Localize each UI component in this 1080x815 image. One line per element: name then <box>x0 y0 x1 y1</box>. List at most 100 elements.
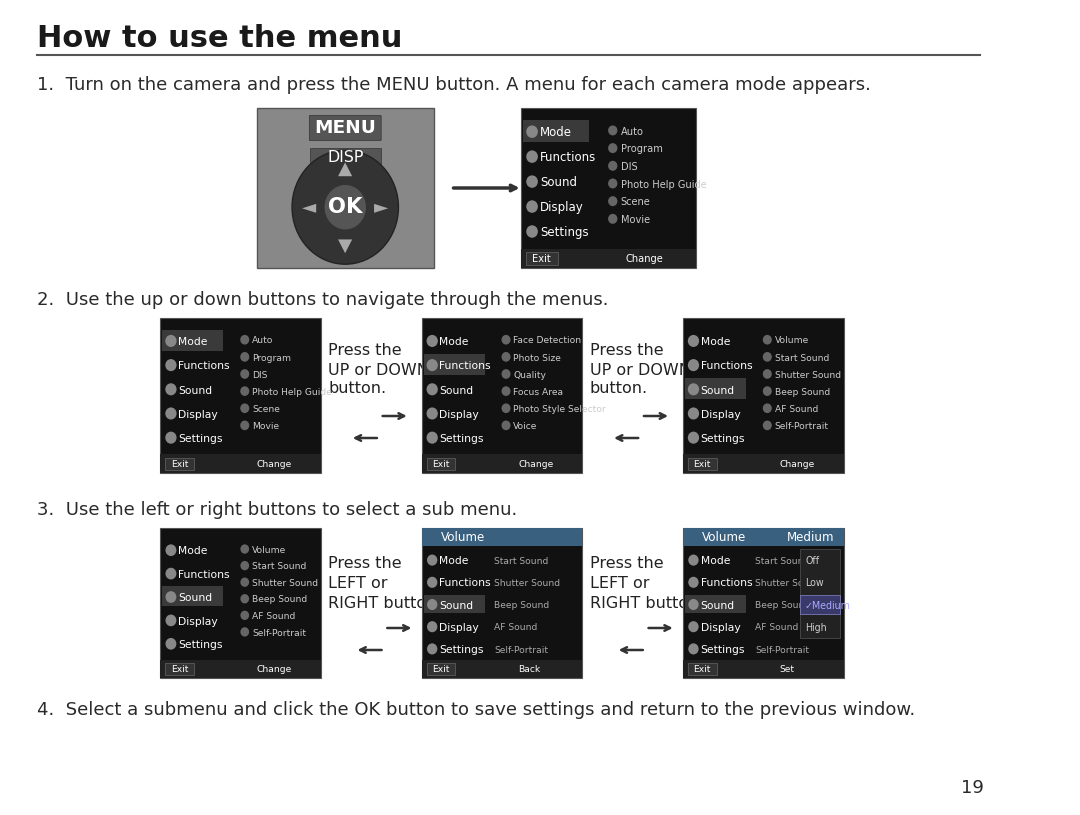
Text: Mode: Mode <box>701 337 730 347</box>
Circle shape <box>292 150 399 264</box>
Circle shape <box>688 621 699 632</box>
Text: Change: Change <box>257 460 292 469</box>
Circle shape <box>427 335 437 347</box>
Text: Change: Change <box>257 665 292 674</box>
Text: AF Sound: AF Sound <box>494 623 538 632</box>
Bar <box>422 660 582 678</box>
Text: Change: Change <box>780 460 814 469</box>
Circle shape <box>427 408 437 420</box>
Bar <box>422 528 582 546</box>
Circle shape <box>427 554 437 566</box>
Text: Self-Portrait: Self-Portrait <box>252 628 306 637</box>
Circle shape <box>165 591 176 603</box>
Text: Exit: Exit <box>532 254 551 264</box>
Bar <box>162 587 224 606</box>
Text: Display: Display <box>178 617 218 627</box>
Bar <box>685 378 746 399</box>
Text: Settings: Settings <box>701 434 745 444</box>
Bar <box>521 108 697 268</box>
Text: Volume: Volume <box>441 531 485 544</box>
Circle shape <box>501 369 511 379</box>
Text: Exit: Exit <box>693 460 711 469</box>
Text: Display: Display <box>178 410 218 420</box>
Bar <box>161 660 321 678</box>
Text: Exit: Exit <box>432 460 449 469</box>
Text: Display: Display <box>440 410 480 420</box>
Text: ▼: ▼ <box>338 237 352 255</box>
Bar <box>422 318 582 473</box>
Text: Beep Sound: Beep Sound <box>494 601 550 610</box>
Text: Sound: Sound <box>540 176 577 189</box>
Circle shape <box>427 383 437 395</box>
Bar <box>161 528 321 678</box>
Text: Shutter Sound: Shutter Sound <box>494 579 561 588</box>
Circle shape <box>608 143 618 153</box>
Text: 19: 19 <box>961 779 984 797</box>
Circle shape <box>165 638 176 650</box>
Text: Beep Sound: Beep Sound <box>755 601 810 610</box>
Text: Self-Portrait: Self-Portrait <box>755 645 809 654</box>
Text: Functions: Functions <box>440 361 491 372</box>
Bar <box>688 457 717 470</box>
Text: Beep Sound: Beep Sound <box>774 388 829 397</box>
Circle shape <box>688 577 699 588</box>
Bar <box>427 663 456 675</box>
Text: OK: OK <box>328 197 363 218</box>
Text: Program: Program <box>252 354 291 363</box>
Text: Press the: Press the <box>590 342 663 358</box>
Circle shape <box>241 594 249 603</box>
Text: Mode: Mode <box>701 556 730 566</box>
Text: Face Detection: Face Detection <box>513 337 581 346</box>
Circle shape <box>240 352 249 362</box>
Text: Mode: Mode <box>440 556 469 566</box>
Text: Exit: Exit <box>171 665 188 674</box>
Text: Photo Help Guide: Photo Help Guide <box>621 180 706 190</box>
Text: ▲: ▲ <box>338 160 352 178</box>
Text: Settings: Settings <box>440 434 484 444</box>
Circle shape <box>501 386 511 396</box>
Text: Functions: Functions <box>701 579 753 588</box>
Text: DISP: DISP <box>327 150 364 165</box>
Text: DIS: DIS <box>252 371 268 380</box>
Text: Display: Display <box>440 623 480 632</box>
Text: Sound: Sound <box>701 385 734 395</box>
Bar <box>685 594 746 614</box>
Text: Off: Off <box>805 556 819 566</box>
Text: 2.  Use the up or down buttons to navigate through the menus.: 2. Use the up or down buttons to navigat… <box>38 291 609 309</box>
Text: Start Sound: Start Sound <box>252 562 307 571</box>
Text: Sound: Sound <box>178 385 213 395</box>
Circle shape <box>427 599 437 610</box>
Circle shape <box>240 386 249 396</box>
Circle shape <box>688 335 699 347</box>
Text: Auto: Auto <box>621 126 644 137</box>
Circle shape <box>762 352 772 362</box>
Text: Display: Display <box>701 410 741 420</box>
Text: Beep Sound: Beep Sound <box>252 596 307 605</box>
Text: AF Sound: AF Sound <box>252 612 295 621</box>
Text: Movie: Movie <box>621 215 650 225</box>
Text: Shutter Sound: Shutter Sound <box>774 371 840 380</box>
Text: Settings: Settings <box>178 434 222 444</box>
Bar <box>310 148 381 167</box>
Text: AF Sound: AF Sound <box>774 405 818 414</box>
Text: Start Sound: Start Sound <box>755 557 810 566</box>
Text: Scene: Scene <box>621 197 650 207</box>
Text: Movie: Movie <box>252 422 279 431</box>
Circle shape <box>608 161 618 171</box>
Text: Functions: Functions <box>701 361 753 372</box>
Text: Quality: Quality <box>513 371 546 380</box>
Text: Settings: Settings <box>178 640 222 650</box>
Circle shape <box>688 554 699 566</box>
Circle shape <box>608 178 618 188</box>
Text: Start Sound: Start Sound <box>774 354 828 363</box>
FancyBboxPatch shape <box>309 116 381 140</box>
Circle shape <box>165 615 176 626</box>
Circle shape <box>526 151 538 163</box>
Text: Volume: Volume <box>774 337 809 346</box>
Circle shape <box>165 359 176 371</box>
Circle shape <box>762 421 772 430</box>
Text: Mode: Mode <box>440 337 469 347</box>
Circle shape <box>240 335 249 345</box>
Circle shape <box>526 225 538 238</box>
Bar <box>422 528 582 678</box>
